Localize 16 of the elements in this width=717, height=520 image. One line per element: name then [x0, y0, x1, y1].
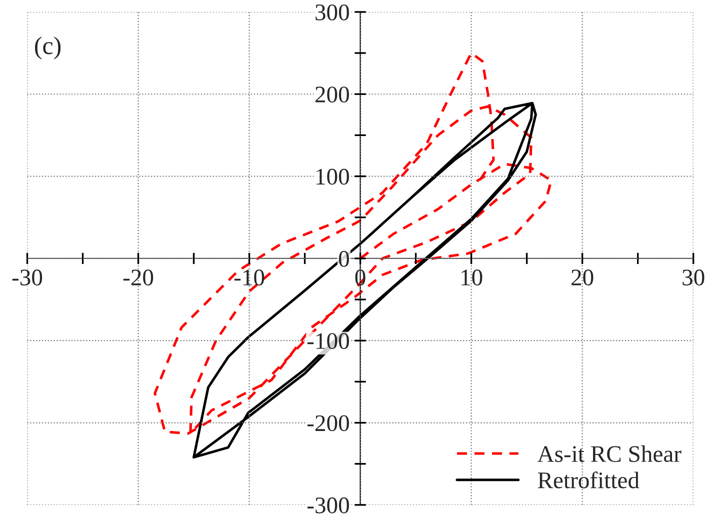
y-tick-label: -100 — [307, 333, 349, 350]
legend-label: Retrofitted — [538, 471, 640, 488]
y-tick-label: -300 — [307, 497, 349, 514]
legend-label: As-it RC Shear — [537, 445, 682, 462]
x-tick-label: 10 — [462, 270, 482, 286]
x-tick-label: -30 — [12, 270, 42, 286]
y-tick-label: 200 — [315, 86, 349, 103]
x-tick-label: -20 — [123, 270, 154, 286]
y-tick-label: 300 — [316, 4, 349, 20]
x-tick-label: -10 — [234, 270, 264, 286]
y-tick-label: -200 — [307, 415, 349, 432]
y-tick-label: 0 — [338, 250, 349, 267]
x-tick-label: 30 — [682, 270, 704, 286]
annotation: (c) — [35, 36, 61, 60]
y-tick-label: 100 — [316, 168, 349, 185]
x-tick-label: 20 — [572, 270, 594, 286]
